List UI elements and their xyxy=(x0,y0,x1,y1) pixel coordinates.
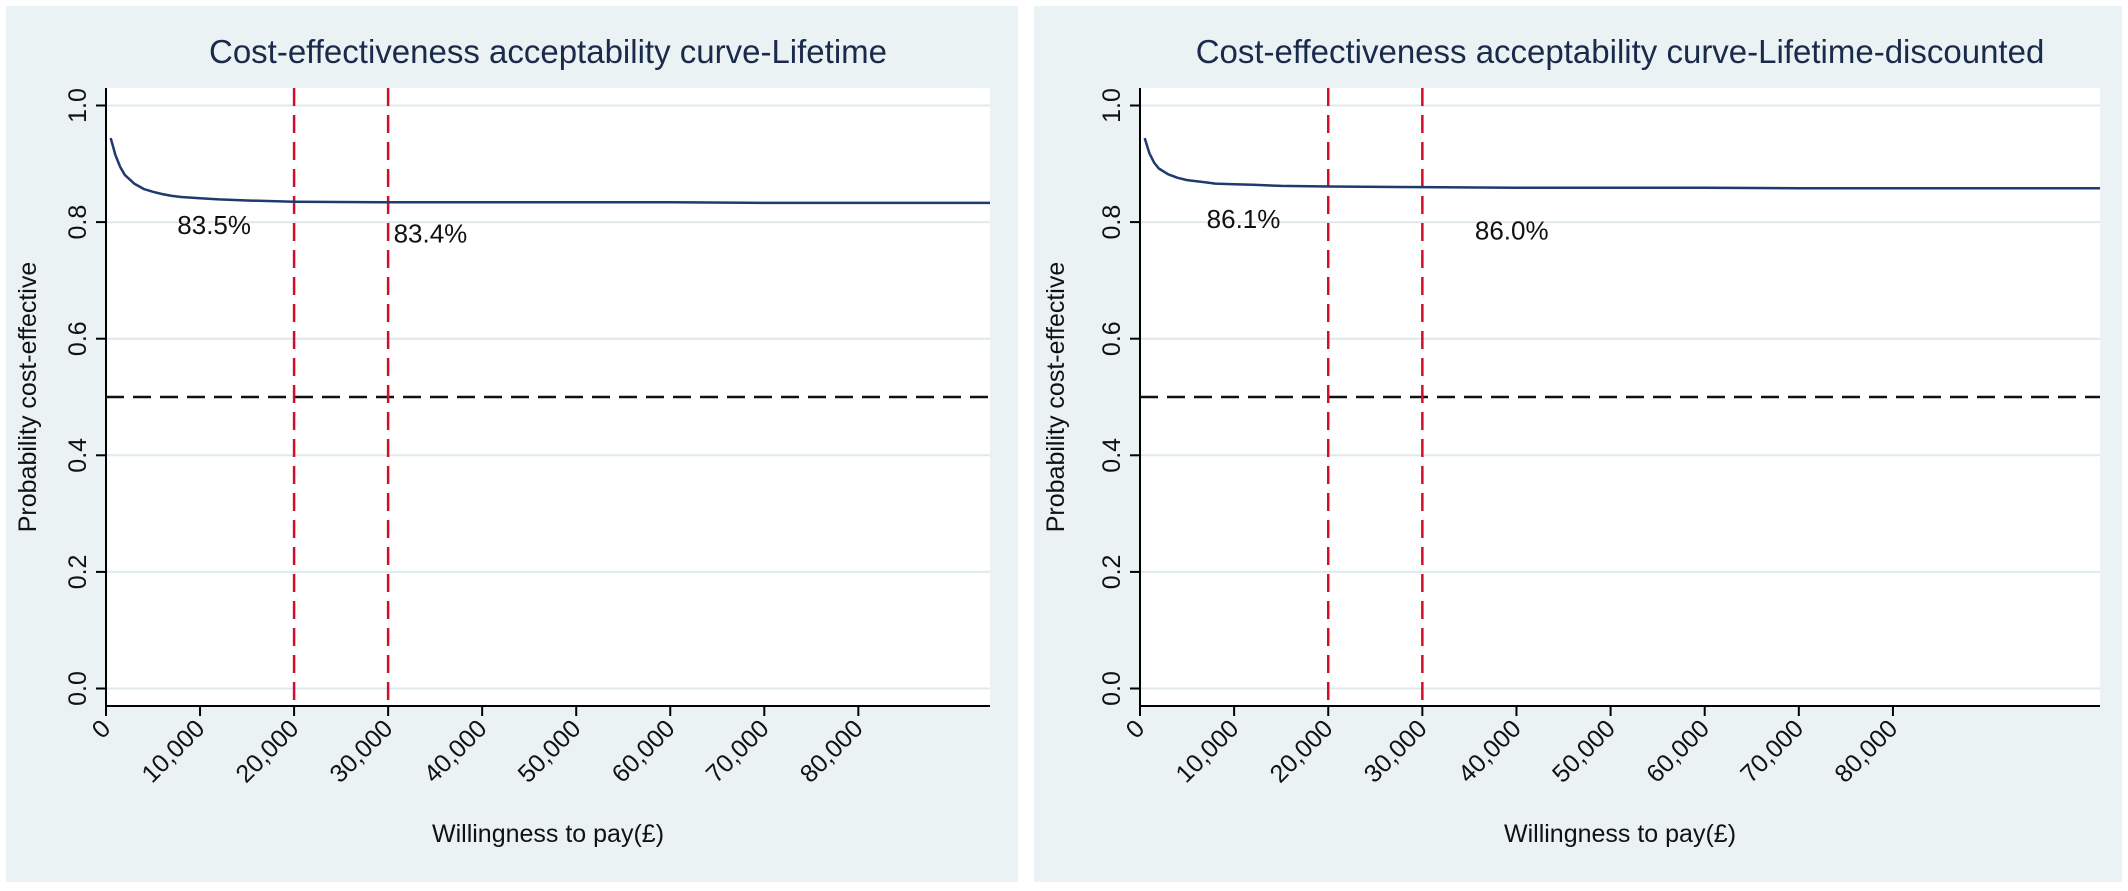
x-tick-label: 70,000 xyxy=(1735,714,1809,788)
y-tick-label: 0.6 xyxy=(1098,321,1126,356)
probability-annotation: 83.5% xyxy=(177,210,251,240)
x-tick-label: 60,000 xyxy=(607,714,681,788)
y-tick-label: 0.0 xyxy=(1098,671,1126,706)
chart-title: Cost-effectiveness acceptability curve-L… xyxy=(1196,33,2045,70)
x-axis-label: Willingness to pay(£) xyxy=(432,820,664,848)
x-tick-label: 10,000 xyxy=(1170,714,1244,788)
x-tick-label: 80,000 xyxy=(795,714,869,788)
x-tick-label: 50,000 xyxy=(513,714,587,788)
x-tick-label: 40,000 xyxy=(419,714,493,788)
probability-annotation: 86.0% xyxy=(1475,216,1549,246)
x-axis-label: Willingness to pay(£) xyxy=(1504,820,1736,848)
y-tick-label: 0.8 xyxy=(64,205,92,240)
x-tick-label: 40,000 xyxy=(1453,714,1527,788)
x-tick-label: 0 xyxy=(87,714,117,744)
chart-title: Cost-effectiveness acceptability curve-L… xyxy=(209,33,887,70)
x-tick-label: 50,000 xyxy=(1547,714,1621,788)
ceac-curve xyxy=(109,137,990,205)
y-tick-label: 0.2 xyxy=(1098,555,1126,590)
y-tick-label: 1.0 xyxy=(1098,88,1126,123)
ceac-curve xyxy=(1143,137,2100,190)
y-axis-label: Probability cost-effective xyxy=(1042,262,1070,533)
x-tick-label: 10,000 xyxy=(136,714,210,788)
x-tick-label: 20,000 xyxy=(1265,714,1339,788)
x-tick-label: 70,000 xyxy=(701,714,775,788)
chart-lifetime-discounted: 0.0 0.2 0.4 0.6 0.8 1.0 0 10,000 20,000 30,000 40,… xyxy=(1042,33,2100,848)
x-tick-label: 0 xyxy=(1121,714,1151,744)
y-axis-label: Probability cost-effective xyxy=(14,262,42,533)
x-tick-label: 60,000 xyxy=(1641,714,1715,788)
x-tick-label: 20,000 xyxy=(230,714,304,788)
probability-annotation: 86.1% xyxy=(1207,204,1281,234)
chart-panel-lifetime-discounted: 0.0 0.2 0.4 0.6 0.8 1.0 0 10,000 20,000 30,000 40,… xyxy=(1034,6,2122,882)
y-tick-label: 0.2 xyxy=(64,555,92,590)
y-tick-label: 0.6 xyxy=(64,321,92,356)
chart-panel-lifetime: 0.0 0.2 0.4 0.6 0.8 1.0 0 10,000 20,000 30,000 40,… xyxy=(6,6,1018,882)
x-tick-label: 30,000 xyxy=(1359,714,1433,788)
y-tick-label: 0.4 xyxy=(64,438,92,473)
y-tick-label: 0.8 xyxy=(1098,205,1126,240)
x-tick-label: 30,000 xyxy=(324,714,398,788)
y-tick-label: 1.0 xyxy=(64,88,92,123)
probability-annotation: 83.4% xyxy=(394,219,468,249)
chart-lifetime: 0.0 0.2 0.4 0.6 0.8 1.0 0 10,000 20,000 30,000 40,… xyxy=(14,33,990,848)
x-tick-label: 80,000 xyxy=(1829,714,1903,788)
y-tick-label: 0.4 xyxy=(1098,438,1126,473)
y-tick-label: 0.0 xyxy=(64,671,92,706)
